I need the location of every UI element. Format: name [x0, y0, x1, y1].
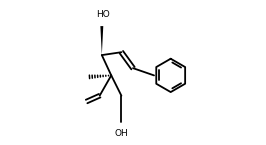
Polygon shape [100, 26, 103, 55]
Text: HO: HO [96, 10, 110, 19]
Text: OH: OH [115, 129, 128, 138]
